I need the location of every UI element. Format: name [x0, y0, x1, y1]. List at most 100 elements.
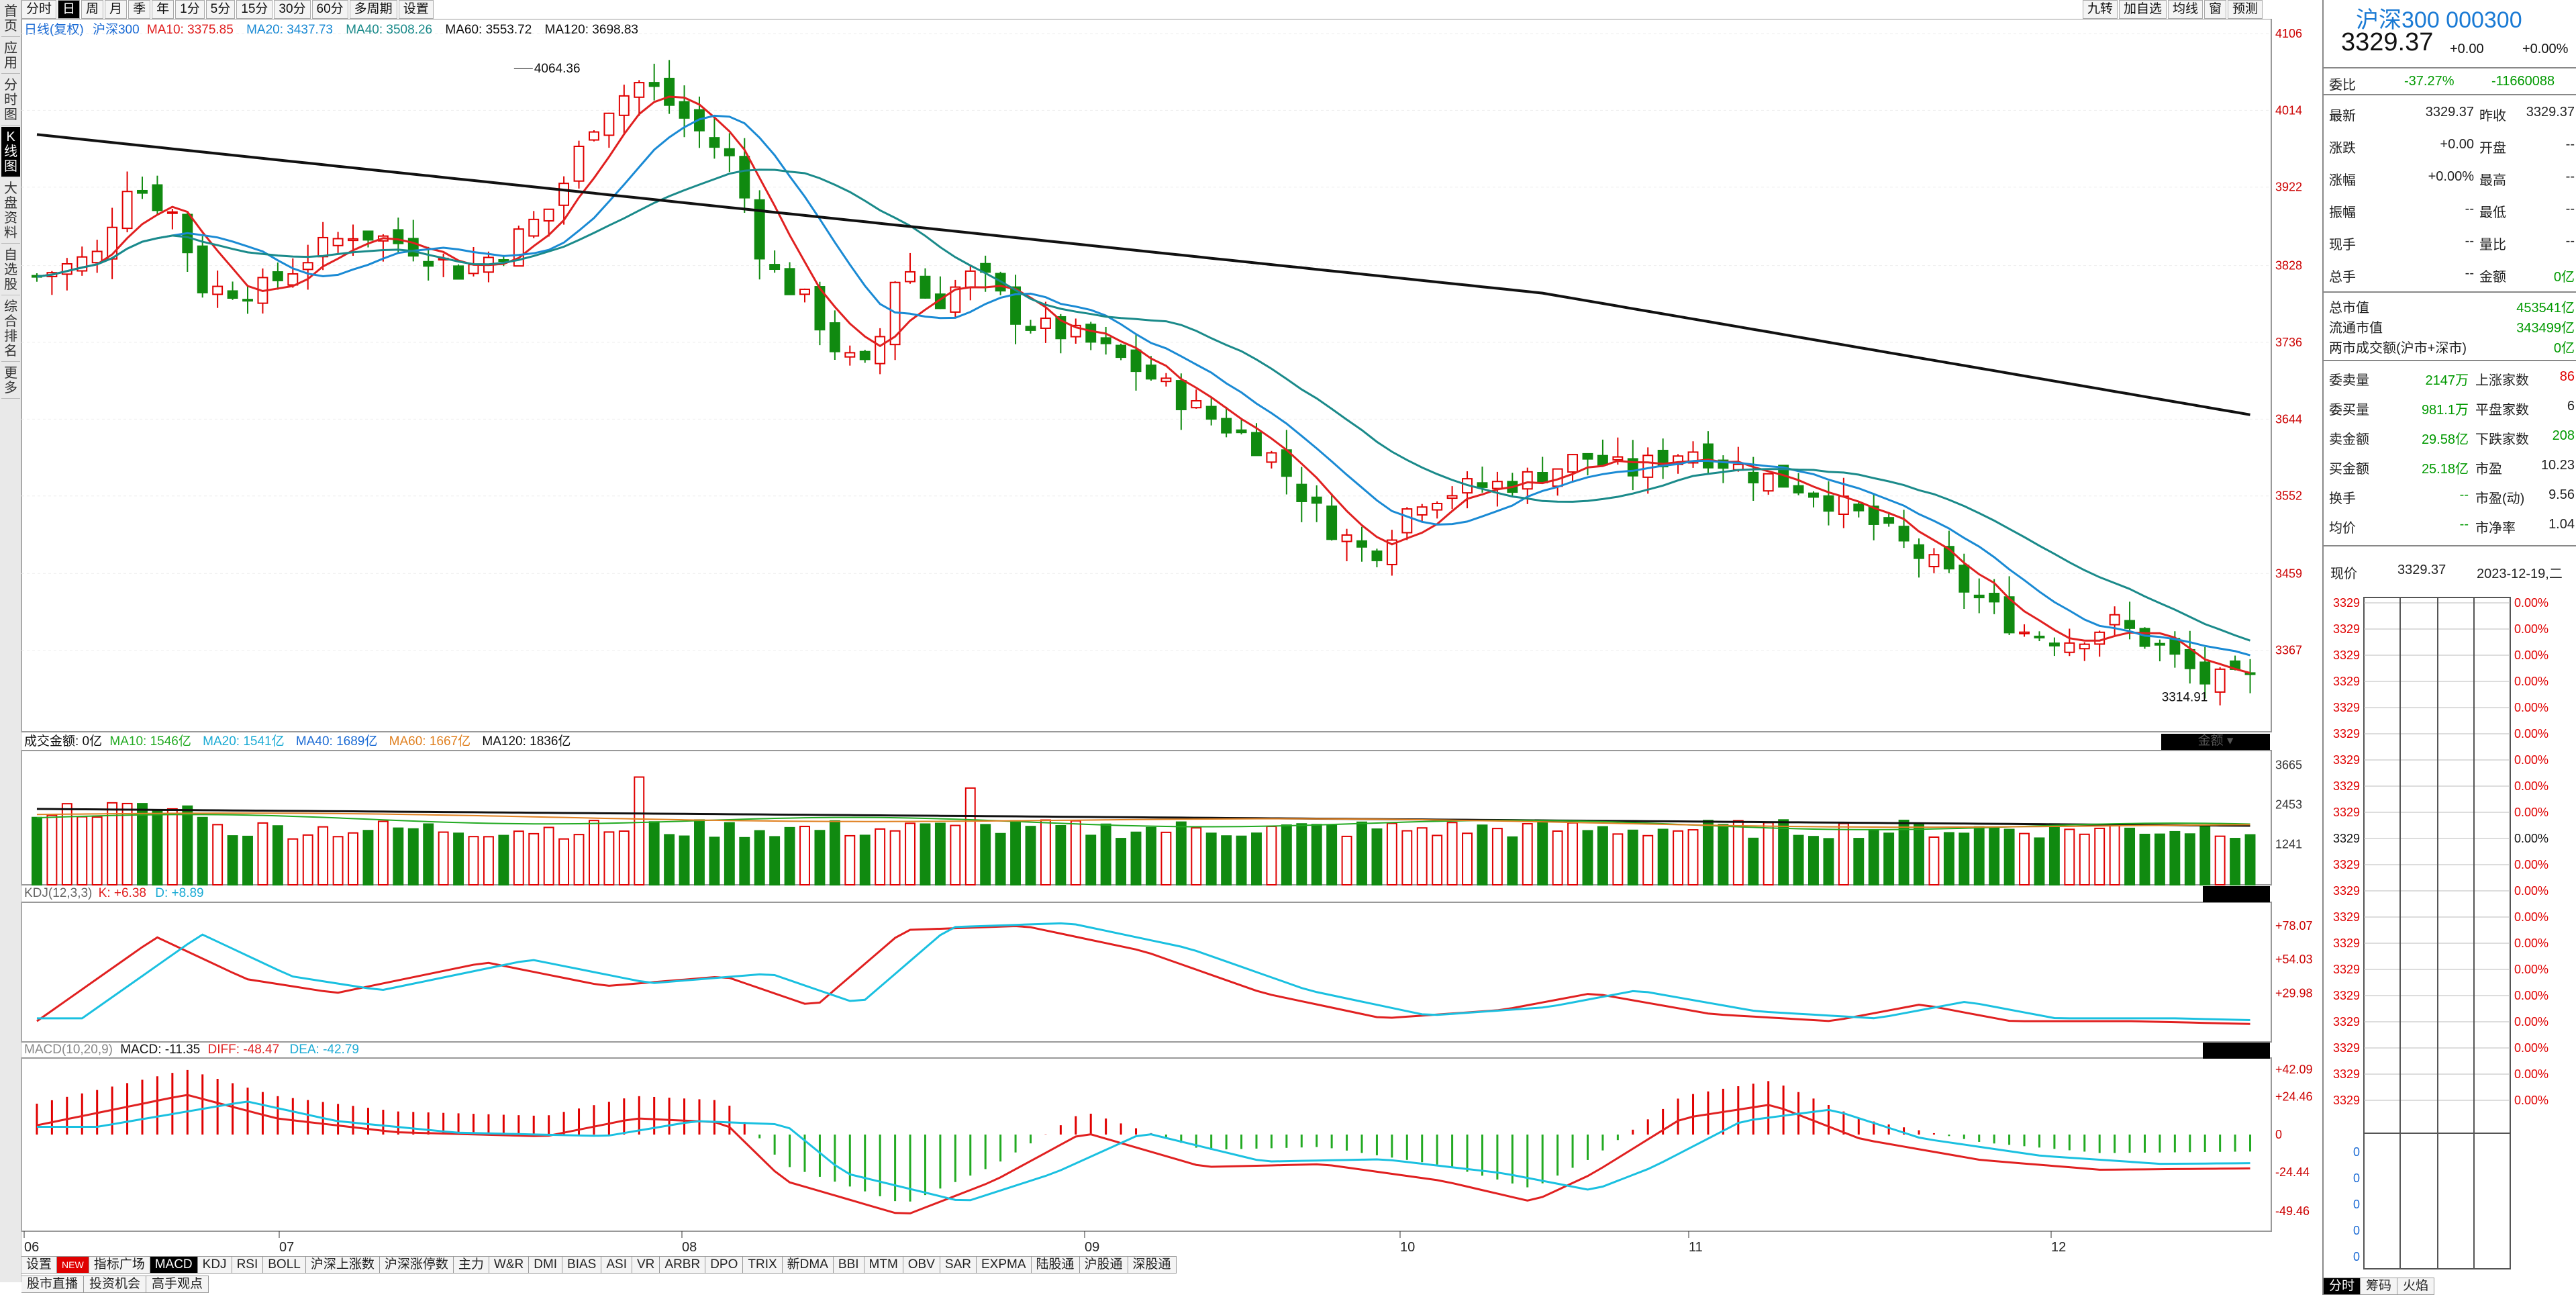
period-button[interactable]: 分时	[21, 0, 57, 19]
period-button[interactable]: 1分	[175, 0, 205, 19]
period-button[interactable]: 30分	[274, 0, 311, 19]
candle-body	[302, 262, 313, 271]
indicator-tab[interactable]: ASI	[601, 1256, 632, 1274]
quote-tab[interactable]: 火焰	[2397, 1278, 2435, 1295]
candle-body	[1567, 454, 1579, 473]
period-button[interactable]: 15分	[236, 0, 273, 19]
volume-bar	[1597, 826, 1608, 885]
indicator-tab[interactable]: 设置	[21, 1256, 58, 1274]
nav-tab[interactable]: 首页	[1, 1, 20, 37]
period-button[interactable]: 60分	[311, 0, 348, 19]
indicator-tab[interactable]: OBV	[903, 1256, 940, 1274]
volume-mode-button[interactable]: 金额 ▾	[2161, 734, 2270, 750]
candle-body	[528, 218, 540, 237]
indicator-tab[interactable]: 沪深上涨数	[305, 1256, 380, 1274]
candle-body	[1898, 526, 1910, 542]
quote-tab[interactable]: 分时	[2324, 1278, 2361, 1295]
indicator-tab[interactable]: 沪深涨停数	[379, 1256, 454, 1274]
divider	[2324, 94, 2576, 95]
nav-tab[interactable]: K线图	[1, 127, 20, 177]
indicator-tab[interactable]: TRIX	[743, 1256, 783, 1274]
indicator-tab[interactable]: 主力	[453, 1256, 489, 1274]
ma20-line	[36, 114, 2250, 657]
volume-bar	[1898, 820, 1910, 885]
indicator-tab[interactable]: 陆股通	[1031, 1256, 1080, 1274]
volume-bar	[543, 826, 554, 885]
market-value-row: 两市成交额(沪市+深市) 0亿	[2324, 334, 2576, 356]
indicator-tab[interactable]: 新DMA	[782, 1256, 834, 1274]
volume-bar	[1687, 829, 1699, 886]
indicator-tab[interactable]: SAR	[940, 1256, 977, 1274]
indicator-tab[interactable]: ARBR	[660, 1256, 706, 1274]
nav-tab[interactable]: 应用	[1, 38, 20, 74]
indicator-tab[interactable]: DPO	[705, 1256, 744, 1274]
quote-rows: 最新 3329.37 昨收 3329.37 涨跌 +0.00 开盘 -- 涨幅 +0.00% 最高 -…	[2324, 98, 2576, 293]
kline-chart[interactable]: 4106 4014 3922 3828 3736 3644 3552 3459 3367 4064…	[21, 19, 2322, 1255]
vol-ma120: MA120: 1836亿	[482, 734, 571, 749]
volume-bar	[1868, 829, 1879, 886]
volume-bar	[407, 828, 419, 886]
chart-tool-button[interactable]: 预测	[2227, 0, 2263, 19]
period-button[interactable]: 5分	[205, 0, 236, 19]
candle-body	[1386, 539, 1397, 565]
quote-tab[interactable]: 筹码	[2361, 1278, 2398, 1295]
indicator-tab[interactable]: BOLL	[263, 1256, 306, 1274]
macd-options-button[interactable]	[2203, 1043, 2270, 1059]
weicha-value: -11660088	[2491, 74, 2555, 89]
indicator-tab[interactable]: BIAS	[562, 1256, 602, 1274]
indicator-tab[interactable]: RSI	[232, 1256, 264, 1274]
indicator-tab[interactable]: 指标广场	[89, 1256, 150, 1274]
mini-timeline-chart[interactable]: 3329 0.00% 3329 0.00% 3329 0.00% 3329 0.00% 3329…	[2324, 591, 2576, 1276]
nav-tab[interactable]: 综合排名	[1, 297, 20, 362]
period-button[interactable]: 多周期	[349, 0, 397, 19]
indicator-tab[interactable]: BBI	[833, 1256, 864, 1274]
nav-tab[interactable]: 分时图	[1, 75, 20, 126]
nav-tab[interactable]: 自选股	[1, 245, 20, 295]
nav-tab[interactable]: 更多	[1, 363, 20, 399]
period-button[interactable]: 年	[152, 0, 175, 19]
volume-bar	[1491, 828, 1503, 886]
candle-body	[589, 131, 599, 141]
market-value-row: 总市值 453541亿	[2324, 294, 2576, 316]
indicator-tab[interactable]: NEW	[57, 1256, 89, 1274]
indicator-tab[interactable]: EXPMA	[976, 1256, 1032, 1274]
candle-body	[137, 189, 148, 194]
period-button[interactable]: 月	[105, 0, 128, 19]
indicator-tab[interactable]: 深股通	[1128, 1256, 1177, 1274]
indicator-tab[interactable]: 沪股通	[1079, 1256, 1128, 1274]
volume-bar	[182, 805, 193, 885]
indicator-tab[interactable]: MACD	[150, 1256, 198, 1274]
chart-tool-button[interactable]: 均线	[2167, 0, 2203, 19]
volume-bar	[694, 819, 705, 885]
indicator-tab[interactable]: MTM	[864, 1256, 903, 1274]
period-button[interactable]: 设置	[398, 0, 434, 19]
period-button[interactable]: 日	[58, 0, 81, 19]
volume-bar	[1808, 836, 1819, 885]
chart-tool-button[interactable]: 九转	[2082, 0, 2118, 19]
stats-row: 换手 -- 市盈(动) 9.56	[2324, 481, 2576, 510]
bottom-tab[interactable]: 投资机会	[84, 1276, 147, 1293]
bottom-tab[interactable]: 股市直播	[21, 1276, 85, 1293]
candles	[32, 60, 2256, 706]
stat-label: 买金额	[2329, 462, 2369, 477]
kdj-options-button[interactable]	[2203, 886, 2270, 902]
bottom-tab[interactable]: 高手观点	[146, 1276, 209, 1293]
indicator-tab[interactable]: DMI	[529, 1256, 563, 1274]
volume-bar	[1943, 832, 1954, 885]
indicator-tab[interactable]: VR	[632, 1256, 660, 1274]
nav-tab[interactable]: 大盘资料	[1, 179, 20, 244]
chart-tool-button[interactable]: 窗	[2203, 0, 2226, 19]
period-button[interactable]: 季	[128, 0, 151, 19]
mini-volume-label: 0	[2353, 1171, 2360, 1185]
chart-tool-button[interactable]: 加自选	[2118, 0, 2167, 19]
period-button[interactable]: 周	[81, 0, 104, 19]
quote-label: 开盘	[2479, 141, 2506, 156]
volume-bar	[1477, 824, 1488, 885]
candle-body	[1401, 508, 1413, 534]
indicator-tab[interactable]: KDJ	[197, 1256, 232, 1274]
stat-value: 6	[2567, 399, 2575, 414]
period-bar: 分时日周月季年 1分 5分 15分 30分 60分 多周期 设置	[21, 0, 435, 19]
volume-bar	[679, 835, 690, 886]
quote-value: 0亿	[2553, 270, 2575, 285]
indicator-tab[interactable]: W&R	[489, 1256, 530, 1274]
